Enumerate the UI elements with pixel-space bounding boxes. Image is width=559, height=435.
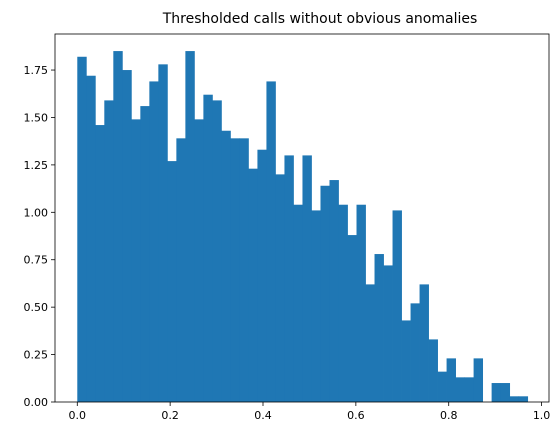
histogram-bar [86, 75, 96, 402]
histogram-bar [311, 210, 321, 402]
histogram-bar [338, 204, 348, 402]
x-axis: 0.0 0.2 0.4 0.6 0.8 1.0 [69, 402, 551, 422]
histogram-bar [500, 383, 511, 402]
histogram-bar [293, 204, 303, 402]
histogram-bar [320, 185, 330, 402]
histogram-bar [221, 130, 231, 403]
histogram-bar [428, 339, 438, 402]
x-tick-label: 0.4 [254, 409, 272, 422]
histogram-bar [185, 51, 195, 402]
histogram-bar [122, 70, 132, 403]
histogram-bar [167, 161, 177, 402]
histogram-bar [410, 303, 420, 402]
histogram-bar [419, 284, 429, 402]
histogram-bar [275, 174, 285, 402]
histogram-bar [266, 81, 276, 403]
histogram-bar [356, 204, 366, 402]
histogram-bar [473, 358, 484, 402]
histogram-bar [374, 254, 384, 402]
histogram-bar [365, 284, 375, 402]
x-tick-label: 0.0 [69, 409, 87, 422]
x-tick-label: 0.6 [347, 409, 365, 422]
histogram-bar [437, 371, 447, 402]
histogram-bar [329, 180, 339, 402]
y-tick-label: 0.75 [24, 254, 49, 267]
plot-frame [54, 33, 550, 403]
y-tick-label: 0.00 [24, 396, 49, 409]
histogram-bar [203, 94, 213, 402]
y-tick-label: 1.25 [24, 159, 49, 172]
histogram-bar [455, 377, 465, 402]
histogram-bar [212, 100, 222, 402]
histogram-bar [113, 51, 123, 402]
histogram-bar [401, 320, 411, 402]
histogram-bar [518, 396, 529, 402]
histogram-bar [131, 119, 141, 402]
histogram-bar [239, 138, 249, 402]
histogram-bar [284, 155, 294, 402]
histogram-bar [302, 155, 312, 402]
histogram-bar [347, 235, 357, 402]
x-tick-label: 0.2 [161, 409, 179, 422]
chart-title: Thresholded calls without obvious anomal… [162, 11, 478, 27]
histogram-bar [104, 100, 114, 402]
histogram-bar [509, 396, 520, 402]
histogram-bar [140, 106, 150, 403]
histogram-bar [176, 138, 186, 402]
histogram-bar [491, 383, 502, 402]
histogram-bar [464, 377, 474, 402]
histogram-bar [77, 56, 87, 403]
histogram-bar [248, 168, 258, 402]
y-tick-label: 1.00 [24, 206, 49, 219]
x-tick-label: 1.0 [533, 409, 551, 422]
histogram-bar [383, 265, 393, 402]
histogram-bar [149, 81, 159, 403]
histogram-bar [392, 210, 402, 402]
y-tick-label: 1.75 [24, 64, 49, 77]
y-tick-label: 1.50 [24, 111, 49, 124]
x-tick-label: 0.8 [440, 409, 458, 422]
histogram-bar [257, 149, 267, 402]
histogram-bar [230, 138, 240, 402]
histogram-bar [95, 125, 105, 402]
y-tick-label: 0.25 [24, 349, 49, 362]
bars-group [77, 51, 529, 403]
histogram-bar [194, 119, 204, 402]
y-tick-label: 0.50 [24, 301, 49, 314]
y-axis: 0.00 0.25 0.50 0.75 1.00 1.25 1.50 1.75 [24, 64, 55, 409]
histogram-bar [446, 358, 456, 402]
histogram-bar [158, 64, 168, 402]
